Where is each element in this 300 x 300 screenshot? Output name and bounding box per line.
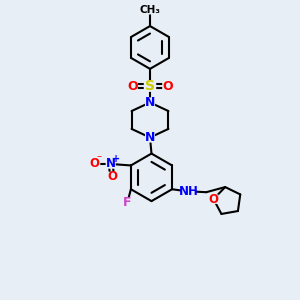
- FancyBboxPatch shape: [90, 159, 100, 169]
- FancyBboxPatch shape: [145, 133, 155, 142]
- Text: N: N: [145, 131, 155, 144]
- FancyBboxPatch shape: [182, 187, 195, 197]
- Text: O: O: [162, 80, 172, 93]
- Text: O: O: [107, 170, 117, 183]
- Text: N: N: [145, 96, 155, 109]
- FancyBboxPatch shape: [106, 159, 116, 169]
- FancyBboxPatch shape: [162, 81, 172, 91]
- Text: ⁻: ⁻: [97, 154, 102, 164]
- Text: +: +: [112, 154, 120, 164]
- Text: O: O: [208, 193, 218, 206]
- FancyBboxPatch shape: [107, 172, 117, 181]
- FancyBboxPatch shape: [128, 81, 138, 91]
- FancyBboxPatch shape: [208, 194, 219, 204]
- FancyBboxPatch shape: [143, 5, 157, 14]
- Text: O: O: [128, 80, 138, 93]
- FancyBboxPatch shape: [123, 198, 132, 207]
- FancyBboxPatch shape: [145, 98, 155, 107]
- Text: S: S: [145, 79, 155, 93]
- Text: O: O: [89, 158, 99, 170]
- FancyBboxPatch shape: [144, 80, 156, 92]
- Text: N: N: [106, 158, 116, 170]
- Text: F: F: [123, 196, 132, 209]
- Text: CH₃: CH₃: [140, 5, 160, 15]
- Text: NH: NH: [178, 185, 198, 198]
